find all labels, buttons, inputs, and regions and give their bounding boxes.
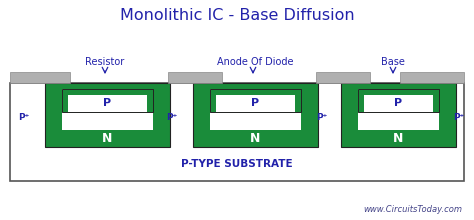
Text: N: N [250, 132, 261, 145]
Bar [210, 89, 301, 112]
Bar [216, 95, 295, 112]
Bar [358, 89, 439, 112]
Bar [10, 83, 464, 181]
Bar [10, 72, 70, 83]
Text: P: P [251, 98, 260, 108]
Text: N: N [393, 132, 404, 145]
Text: P: P [394, 98, 402, 108]
Text: Monolithic IC - Base Diffusion: Monolithic IC - Base Diffusion [120, 9, 354, 24]
Text: www.CircuitsToday.com: www.CircuitsToday.com [363, 205, 462, 214]
Text: Base: Base [381, 57, 405, 67]
Bar [168, 72, 222, 83]
Bar [341, 83, 456, 147]
Text: P⁺: P⁺ [453, 114, 465, 123]
Bar [358, 89, 439, 130]
Bar [193, 83, 318, 147]
Text: P⁺: P⁺ [166, 114, 178, 123]
Bar [45, 83, 170, 147]
Text: P: P [103, 98, 111, 108]
Bar [316, 72, 370, 83]
Bar [62, 89, 153, 112]
Bar [400, 72, 464, 83]
Text: Anode Of Diode: Anode Of Diode [217, 57, 293, 67]
Text: N: N [102, 132, 113, 145]
Text: P⁺: P⁺ [18, 114, 29, 123]
Bar [210, 89, 301, 130]
Bar [62, 89, 153, 130]
Text: Resistor: Resistor [85, 57, 125, 67]
Text: P⁺: P⁺ [316, 114, 328, 123]
Text: P-TYPE SUBSTRATE: P-TYPE SUBSTRATE [181, 159, 293, 169]
Bar [68, 95, 147, 112]
Bar [364, 95, 433, 112]
